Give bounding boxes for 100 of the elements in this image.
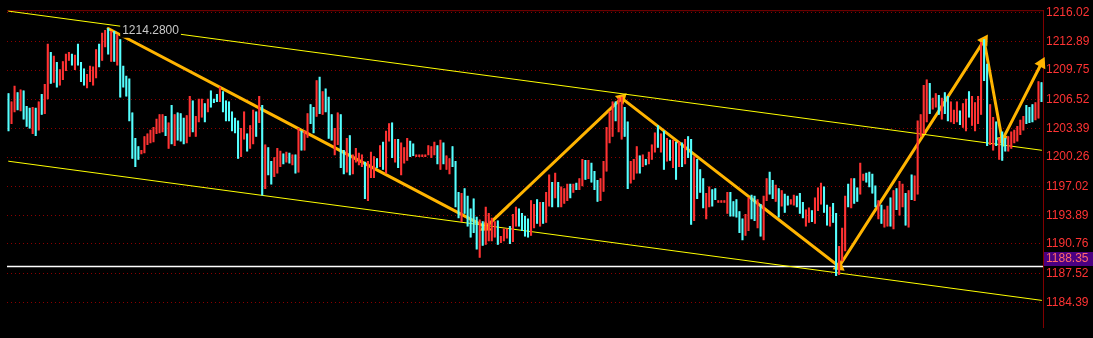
candlestick — [847, 183, 850, 208]
candlestick — [931, 97, 934, 110]
candlestick — [49, 51, 52, 84]
candlestick — [200, 98, 203, 118]
candlestick — [883, 209, 886, 228]
candlestick — [191, 100, 194, 133]
candlestick — [892, 190, 895, 230]
candlestick — [357, 152, 360, 166]
candlestick — [517, 208, 520, 227]
candlestick — [523, 215, 527, 237]
candlestick — [949, 101, 952, 123]
y-tick-label: 1187.52 — [1046, 265, 1089, 280]
candlestick — [439, 139, 442, 170]
candlestick — [167, 122, 170, 149]
candlestick — [853, 178, 856, 204]
y-tick-label: 1206.52 — [1046, 92, 1090, 107]
candlestick — [505, 228, 508, 239]
candlestick — [400, 142, 403, 176]
candlestick — [110, 30, 113, 62]
y-tick-label: 1193.89 — [1046, 207, 1089, 222]
candlestick — [804, 209, 807, 227]
candlestick — [478, 219, 481, 258]
candlestick — [668, 139, 672, 161]
candlestick — [1040, 82, 1043, 103]
candlestick — [596, 179, 599, 202]
candlestick — [1007, 136, 1010, 152]
candlestick — [149, 129, 152, 144]
candlestick — [850, 178, 853, 209]
candlestick — [554, 172, 557, 199]
candlestick — [759, 203, 762, 237]
candlestick — [560, 186, 563, 208]
candlestick — [886, 205, 889, 227]
candlestick — [753, 195, 756, 222]
y-tick-label: 1216.02 — [1046, 5, 1090, 20]
candlestick — [774, 184, 777, 202]
candlestick — [659, 133, 662, 153]
candlestick — [490, 217, 493, 242]
candlestick — [427, 145, 430, 156]
ref-line-label: 1188.35 — [1046, 251, 1089, 266]
candlestick — [629, 160, 632, 184]
candlestick — [203, 103, 206, 123]
candlestick — [493, 221, 496, 238]
candlestick — [98, 43, 101, 68]
y-tick-label: 1197.02 — [1046, 178, 1089, 193]
candlestick — [300, 130, 303, 151]
y-tick-label: 1190.76 — [1046, 236, 1089, 251]
candlestick — [412, 143, 415, 157]
candlestick — [889, 197, 892, 227]
candlestick — [37, 101, 40, 131]
candlestick — [243, 111, 246, 140]
candlestick — [768, 171, 771, 195]
candlestick — [206, 98, 209, 113]
candlestick — [394, 138, 397, 163]
candlestick — [52, 55, 55, 84]
candlestick — [237, 120, 240, 159]
candlestick — [656, 125, 659, 148]
candlestick — [777, 188, 780, 218]
candlestick — [107, 28, 110, 55]
y-tick-label: 1203.39 — [1046, 120, 1090, 135]
candlestick — [297, 127, 300, 173]
candlestick — [348, 135, 351, 176]
candlestick — [481, 221, 484, 246]
y-tick-label: 1212.89 — [1046, 33, 1090, 48]
candlestick — [291, 154, 294, 166]
candlestick — [750, 194, 753, 220]
candlestick — [865, 172, 868, 183]
candlestick — [143, 136, 146, 154]
candlestick — [526, 218, 530, 238]
candlestick — [158, 114, 161, 134]
candlestick — [662, 130, 665, 170]
candlestick — [119, 38, 122, 98]
candlestick — [1013, 129, 1016, 144]
candlestick — [536, 199, 539, 224]
candlestick — [448, 157, 451, 175]
candlestick — [690, 138, 693, 225]
candlestick — [955, 101, 958, 123]
candlestick — [176, 112, 179, 141]
candlestick — [780, 190, 783, 207]
candlestick — [1010, 131, 1013, 149]
candlestick — [961, 103, 964, 128]
candlestick — [258, 95, 261, 124]
candlestick — [638, 155, 641, 174]
candlestick — [922, 84, 925, 135]
point — [1034, 57, 1046, 70]
candlestick — [70, 53, 73, 66]
candlestick — [363, 161, 366, 200]
candlestick — [113, 30, 116, 62]
candlestick — [829, 206, 832, 227]
candlestick — [641, 154, 644, 168]
y-tick-label: 1200.26 — [1046, 149, 1090, 164]
y-tick-label: 1184.39 — [1046, 294, 1089, 309]
candlestick — [7, 92, 10, 132]
candlestick — [1001, 131, 1004, 161]
candlestick — [28, 107, 31, 129]
candlestick — [433, 141, 436, 156]
annotation: 1214.2800 — [122, 23, 180, 37]
candlestick — [360, 154, 363, 168]
candlestick — [209, 90, 212, 108]
candlestick — [711, 189, 714, 207]
candlestick — [285, 151, 288, 163]
